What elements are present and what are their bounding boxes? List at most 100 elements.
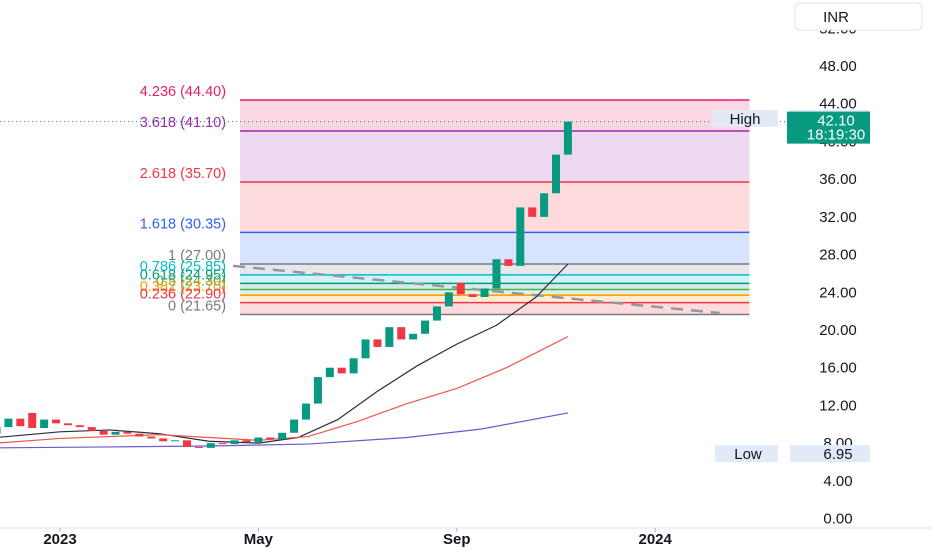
candle-body: [397, 327, 406, 340]
candle-body: [147, 436, 156, 439]
y-tick-label: 4.00: [823, 473, 852, 490]
y-tick-label: 16.00: [819, 360, 857, 377]
fib-band: [240, 131, 750, 182]
high-tag-label: High: [730, 111, 761, 128]
last-price-label: 42.10: [817, 113, 855, 130]
y-tick-label: 20.00: [819, 322, 857, 339]
fib-level-label: 0 (21.65): [168, 298, 226, 314]
candle-body: [171, 440, 180, 442]
currency-label: INR: [823, 9, 849, 26]
price-scale: 0.004.008.0012.0016.0020.0024.0028.0032.…: [790, 20, 857, 528]
fib-level-label: 3.618 (41.10): [140, 115, 226, 131]
candle-body: [409, 333, 418, 340]
x-tick-label: Sep: [443, 531, 471, 548]
candle-body: [16, 418, 25, 427]
candle-body: [540, 193, 549, 217]
low-tag-label: Low: [734, 446, 762, 463]
candle-body: [75, 425, 84, 428]
candle-body: [456, 282, 465, 295]
candle-body: [552, 154, 560, 194]
moving-average-line: [0, 336, 569, 444]
y-tick-label: 44.00: [819, 96, 857, 113]
fib-level-label: 0.786 (25.85): [140, 259, 226, 275]
y-tick-label: 24.00: [819, 284, 857, 301]
y-tick-label: 0.00: [823, 511, 852, 528]
countdown-label: 18:19:30: [807, 127, 865, 144]
candle-body: [302, 403, 311, 420]
candle-body: [325, 367, 334, 378]
candle-body: [4, 418, 13, 428]
last-price-box: [787, 111, 870, 144]
candle-body: [528, 207, 537, 217]
fib-band: [240, 181, 750, 233]
candle-body: [40, 419, 49, 429]
y-tick-label: 36.00: [819, 171, 857, 188]
fib-level-label: 0.236 (22.90): [140, 287, 226, 303]
candle-body: [123, 431, 132, 434]
low-value-box: [790, 445, 870, 463]
candle-body: [516, 207, 525, 266]
candle-body: [63, 423, 72, 426]
candle-body: [504, 259, 513, 266]
y-tick-label: 12.00: [819, 397, 857, 414]
fib-level-label: 0.382 (23.70): [140, 279, 226, 295]
low-tag-box: [715, 445, 778, 463]
candle-body: [52, 419, 61, 424]
high-tag-box: [712, 109, 778, 127]
candle-body: [99, 430, 108, 435]
candle-body: [313, 377, 322, 404]
candle-body: [87, 427, 96, 431]
candle-body: [218, 443, 227, 445]
fib-level-label: 4.236 (44.40): [140, 84, 226, 100]
candle-body: [480, 288, 489, 297]
candle-body: [135, 433, 144, 437]
trend-line: [232, 264, 720, 315]
candle-body: [254, 437, 263, 443]
low-value-label: 6.95: [823, 446, 852, 463]
x-tick-label: 2024: [639, 531, 673, 548]
candle-body: [444, 292, 453, 307]
fib-band: [240, 232, 750, 264]
x-tick-label: 2023: [43, 531, 76, 548]
candle-body: [349, 358, 358, 374]
candle-body: [0, 427, 1, 434]
fib-level-label: 1.618 (30.35): [140, 216, 226, 232]
candle-body: [230, 440, 239, 445]
currency-box: [794, 2, 923, 31]
fib-band: [240, 99, 750, 132]
candle-body: [563, 121, 572, 155]
candle-body: [290, 419, 299, 433]
candle-body: [278, 432, 287, 440]
y-tick-label: 32.00: [819, 209, 857, 226]
moving-average-line: [0, 412, 569, 449]
candle-body: [206, 443, 215, 448]
candle-body: [194, 446, 203, 448]
fib-band: [240, 302, 750, 315]
fib-level-label: 2.618 (35.70): [140, 166, 226, 182]
candle-body: [266, 437, 275, 440]
fib-level-label: 1 (27.00): [168, 248, 226, 264]
candle-body: [337, 367, 346, 374]
y-tick-label: 48.00: [819, 58, 857, 75]
moving-average-line: [0, 263, 569, 444]
candle-body: [159, 438, 168, 442]
candle-body: [468, 294, 477, 297]
candle-body: [242, 440, 251, 443]
candle-body: [421, 320, 430, 334]
y-tick-label: 28.00: [819, 247, 857, 264]
candle-body: [182, 440, 191, 447]
candle-body: [28, 412, 37, 429]
candle-body: [361, 339, 370, 359]
candle-body: [492, 259, 501, 289]
candle-body: [373, 339, 382, 347]
fib-level-label: 0.618 (24.95): [140, 267, 226, 283]
candle-body: [111, 431, 120, 435]
plot-area: 4.236 (44.40) 3.618 (41.10) 2.618 (35.70) 1…: [0, 84, 790, 449]
candle-body: [432, 306, 441, 321]
candle-body: [385, 327, 394, 347]
x-tick-label: May: [244, 531, 274, 548]
fib-band: [240, 295, 750, 303]
